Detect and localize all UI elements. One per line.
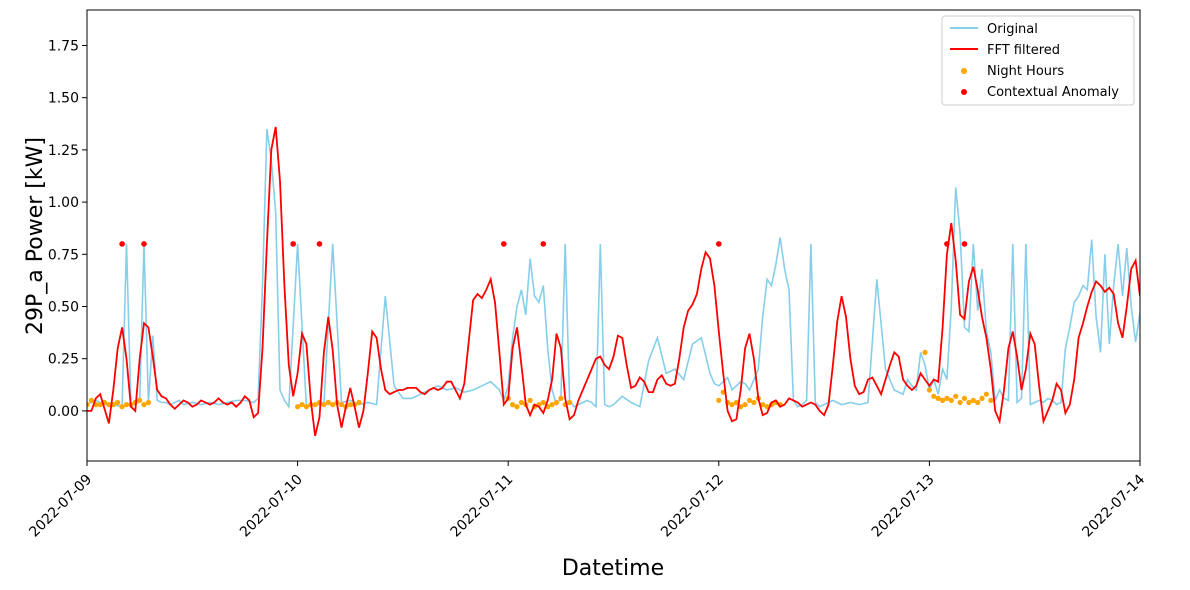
contextual-anomaly-point	[290, 241, 297, 247]
night-hour-point	[518, 399, 525, 406]
y-tick-label: 0.75	[48, 247, 79, 263]
y-tick-label: 0.00	[48, 404, 79, 420]
legend: Original FFT filtered Night Hours Contex…	[941, 15, 1135, 106]
night-hour-point	[356, 399, 362, 406]
night-hour-point	[325, 399, 331, 406]
night-hour-point	[549, 402, 555, 408]
night-hour-point	[931, 393, 937, 399]
legend-label-night: Night Hours	[987, 64, 1064, 79]
night-hour-point	[514, 404, 520, 410]
night-hour-point	[926, 387, 933, 393]
contextual-anomaly-point	[141, 241, 147, 247]
night-hour-point	[540, 399, 546, 406]
night-hour-point	[527, 397, 533, 403]
night-hour-point	[716, 397, 722, 403]
night-hour-point	[330, 402, 336, 408]
night-hour-point	[738, 404, 744, 410]
night-hour-point	[975, 399, 981, 406]
night-hour-point	[119, 404, 125, 410]
night-hour-point	[979, 395, 985, 401]
night-hour-point	[966, 399, 972, 406]
night-hour-point	[303, 404, 309, 410]
night-hour-point	[733, 399, 740, 406]
night-hour-point	[115, 399, 121, 406]
night-hour-point	[509, 402, 516, 408]
contextual-anomaly-point	[944, 241, 950, 247]
x-axis-label: Datetime	[562, 556, 664, 581]
y-axis-label: 29P_a Power [kW]	[23, 137, 48, 335]
night-hour-point	[145, 399, 151, 406]
night-hour-point	[553, 399, 560, 406]
y-tick-label: 0.25	[48, 352, 79, 368]
plot-frame	[86, 9, 1141, 462]
series-line-fft-filtered	[87, 126, 1140, 437]
contextual-anomaly-point	[316, 241, 323, 247]
y-tick-label: 1.00	[48, 195, 79, 211]
legend-label-original: Original	[987, 22, 1038, 37]
night-hour-point	[88, 397, 94, 403]
y-tick-label: 1.25	[48, 143, 79, 159]
x-tick-label: 2022-07-10	[237, 472, 306, 541]
night-hour-point	[312, 402, 318, 408]
night-hour-point	[935, 395, 941, 401]
contextual-anomaly-point	[119, 241, 125, 247]
night-hour-point	[347, 402, 353, 408]
night-hour-point	[558, 395, 564, 401]
x-tick-label: 2022-07-11	[448, 472, 517, 541]
night-hour-point	[321, 402, 327, 408]
night-hour-point	[953, 393, 959, 399]
legend-label-anomaly: Contextual Anomaly	[987, 85, 1119, 100]
night-hour-point	[141, 402, 147, 408]
night-hour-point	[760, 402, 766, 408]
contextual-anomaly-point	[540, 241, 547, 247]
legend-box	[941, 15, 1135, 106]
night-hour-point	[729, 402, 735, 408]
contextual-anomaly-point	[501, 241, 507, 247]
contextual-anomaly-point	[961, 241, 968, 247]
legend-swatch-night	[961, 68, 967, 74]
night-hour-point	[106, 402, 112, 408]
night-hour-point	[957, 399, 963, 406]
night-hour-point	[988, 397, 994, 403]
y-tick-label: 1.75	[48, 38, 79, 54]
night-hour-point	[338, 402, 345, 408]
night-hour-point	[137, 397, 143, 403]
x-tick-label: 2022-07-09	[26, 472, 95, 541]
legend-label-fft: FFT filtered	[987, 43, 1060, 58]
x-tick-label: 2022-07-14	[1079, 472, 1148, 541]
night-hour-point	[299, 402, 305, 408]
night-hour-point	[123, 402, 130, 408]
night-hour-point	[940, 397, 946, 403]
legend-swatch-anomaly	[961, 89, 967, 95]
series-line-original	[87, 128, 1140, 410]
night-hour-point	[983, 391, 990, 397]
y-tick-label: 0.50	[48, 299, 79, 315]
night-hour-point	[742, 402, 748, 408]
y-tick-label: 1.50	[48, 91, 79, 107]
night-hour-point	[87, 402, 90, 408]
night-hour-point	[961, 395, 968, 401]
night-hour-point	[944, 395, 950, 401]
contextual-anomaly-point	[716, 241, 722, 247]
night-hour-point	[751, 399, 757, 406]
night-hour-point	[970, 397, 976, 403]
night-hour-point	[295, 404, 301, 410]
night-hour-point	[567, 399, 573, 406]
night-hour-point	[746, 397, 753, 403]
night-hour-point	[97, 402, 103, 408]
x-tick-label: 2022-07-13	[869, 472, 938, 541]
night-hour-point	[922, 349, 928, 355]
x-tick-label: 2022-07-12	[658, 472, 727, 541]
night-hour-point	[948, 397, 954, 403]
